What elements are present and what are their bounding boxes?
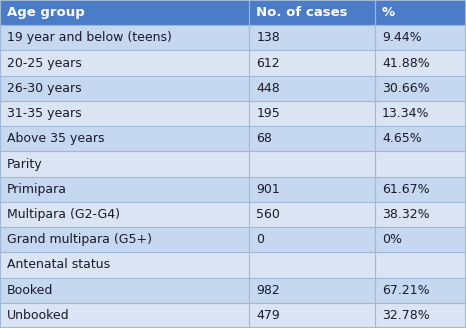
Bar <box>375 176 466 202</box>
Text: 9.44%: 9.44% <box>382 31 422 44</box>
Bar <box>249 126 375 152</box>
Bar <box>249 176 375 202</box>
Text: Parity: Parity <box>7 157 42 171</box>
Text: 20-25 years: 20-25 years <box>7 56 82 70</box>
Text: 68: 68 <box>256 132 272 145</box>
Bar <box>375 126 466 152</box>
Bar <box>375 76 466 101</box>
Text: 13.34%: 13.34% <box>382 107 430 120</box>
Bar <box>0 202 249 227</box>
Bar <box>249 303 375 328</box>
Text: 67.21%: 67.21% <box>382 284 430 297</box>
Bar <box>249 51 375 76</box>
Bar <box>0 152 249 176</box>
Text: 901: 901 <box>256 183 280 196</box>
Bar <box>249 277 375 303</box>
Bar <box>249 25 375 51</box>
Text: Multipara (G2-G4): Multipara (G2-G4) <box>7 208 120 221</box>
Bar <box>0 303 249 328</box>
Text: Primipara: Primipara <box>7 183 67 196</box>
Text: 560: 560 <box>256 208 280 221</box>
Bar <box>0 25 249 51</box>
Bar <box>375 303 466 328</box>
Bar <box>0 227 249 252</box>
Bar <box>375 252 466 277</box>
Bar <box>375 25 466 51</box>
Text: Grand multipara (G5+): Grand multipara (G5+) <box>7 233 152 246</box>
Text: 479: 479 <box>256 309 280 322</box>
Bar <box>0 0 249 25</box>
Text: 32.78%: 32.78% <box>382 309 430 322</box>
Bar <box>375 277 466 303</box>
Text: Unbooked: Unbooked <box>7 309 69 322</box>
Text: %: % <box>382 6 395 19</box>
Bar <box>375 0 466 25</box>
Bar <box>0 76 249 101</box>
Text: 138: 138 <box>256 31 280 44</box>
Bar <box>249 252 375 277</box>
Text: No. of cases: No. of cases <box>256 6 348 19</box>
Bar <box>249 227 375 252</box>
Text: Antenatal status: Antenatal status <box>7 258 110 272</box>
Text: 19 year and below (teens): 19 year and below (teens) <box>7 31 172 44</box>
Text: Booked: Booked <box>7 284 54 297</box>
Text: 31-35 years: 31-35 years <box>7 107 82 120</box>
Text: 0%: 0% <box>382 233 402 246</box>
Bar <box>375 202 466 227</box>
Text: 26-30 years: 26-30 years <box>7 82 82 95</box>
Text: 38.32%: 38.32% <box>382 208 430 221</box>
Text: 0: 0 <box>256 233 264 246</box>
Bar <box>375 51 466 76</box>
Text: 612: 612 <box>256 56 280 70</box>
Text: 61.67%: 61.67% <box>382 183 430 196</box>
Bar <box>249 202 375 227</box>
Text: 30.66%: 30.66% <box>382 82 430 95</box>
Bar <box>249 152 375 176</box>
Text: Above 35 years: Above 35 years <box>7 132 104 145</box>
Text: 195: 195 <box>256 107 280 120</box>
Text: Age group: Age group <box>7 6 85 19</box>
Bar <box>249 101 375 126</box>
Bar <box>0 252 249 277</box>
Bar <box>249 0 375 25</box>
Bar <box>0 176 249 202</box>
Bar <box>375 227 466 252</box>
Bar <box>0 277 249 303</box>
Text: 4.65%: 4.65% <box>382 132 422 145</box>
Bar <box>0 101 249 126</box>
Bar <box>249 76 375 101</box>
Bar <box>0 51 249 76</box>
Text: 41.88%: 41.88% <box>382 56 430 70</box>
Text: 448: 448 <box>256 82 280 95</box>
Bar <box>0 126 249 152</box>
Bar <box>375 101 466 126</box>
Bar <box>375 152 466 176</box>
Text: 982: 982 <box>256 284 280 297</box>
